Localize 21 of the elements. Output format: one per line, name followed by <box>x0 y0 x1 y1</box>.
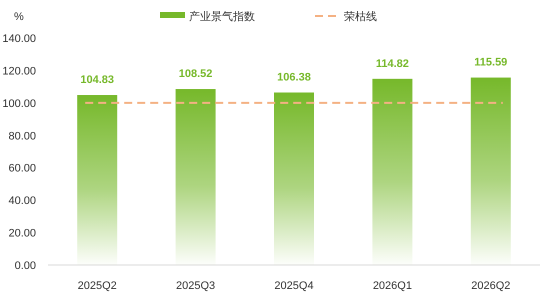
data-label: 104.83 <box>80 74 114 86</box>
y-tick-label: 60.00 <box>8 162 36 175</box>
y-tick-label: 100.00 <box>2 98 36 110</box>
x-tick-label: 2025Q2 <box>78 280 117 292</box>
y-tick-label: 80.00 <box>8 130 36 142</box>
y-tick-label: 120.00 <box>2 65 36 78</box>
x-tick-label: 2026Q2 <box>471 280 510 292</box>
y-tick-label: 0.00 <box>14 260 36 272</box>
x-tick-label: 2026Q1 <box>372 280 412 292</box>
x-tick-label: 2025Q3 <box>176 280 216 292</box>
data-label: 108.52 <box>178 68 212 80</box>
legend-label: 产业景气指数 <box>189 10 255 23</box>
data-label: 114.82 <box>376 58 409 70</box>
y-axis-title: % <box>14 11 24 23</box>
legend-label: 荣枯线 <box>344 10 377 23</box>
y-tick-label: 140.00 <box>2 33 36 45</box>
y-tick-label: 40.00 <box>8 195 36 208</box>
y-tick-label: 20.00 <box>8 228 36 240</box>
x-tick-label: 2025Q4 <box>274 280 314 292</box>
data-label: 106.38 <box>277 72 311 84</box>
data-label: 115.59 <box>474 56 508 69</box>
